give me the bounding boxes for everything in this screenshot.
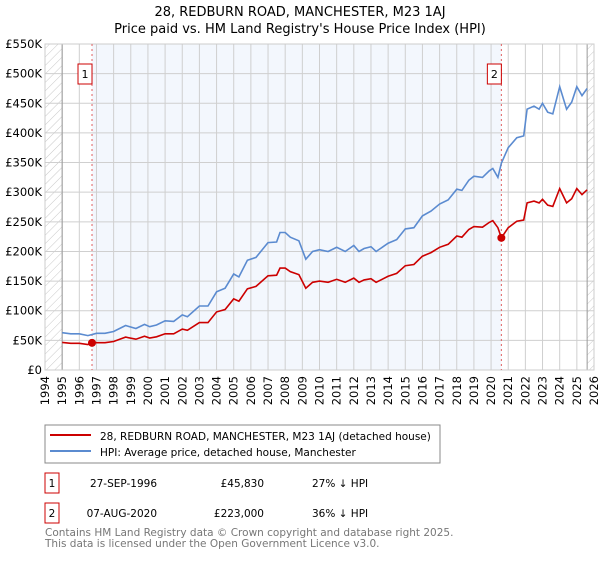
sales-table: 1 27-SEP-1996 £45,830 27% ↓ HPI 2 07-AUG-2020…: [44, 472, 368, 524]
legend: 28, REDBURN ROAD, MANCHESTER, M23 1AJ (d…: [44, 424, 441, 464]
x-tick-label: 1999: [124, 376, 138, 405]
x-tick-label: 1997: [89, 376, 103, 405]
plot-border: [44, 43, 595, 371]
x-tick-label: 2012: [347, 376, 361, 405]
x-tick-label: 2011: [330, 376, 344, 405]
y-tick-label: £250K: [5, 215, 42, 229]
y-tick-label: £100K: [5, 304, 42, 318]
table-row-price: £45,830: [221, 478, 264, 490]
legend-label-property: 28, REDBURN ROAD, MANCHESTER, M23 1AJ (d…: [100, 431, 431, 443]
x-tick-label: 2019: [467, 376, 481, 405]
x-tick-label: 2009: [295, 376, 309, 405]
sale-2-badge: [486, 63, 502, 85]
x-tick-label: 2017: [433, 376, 447, 405]
y-tick-label: £200K: [5, 244, 42, 258]
y-tick-label: £50K: [13, 333, 43, 347]
x-tick-label: 2021: [501, 376, 515, 405]
no-data-hatch-left: [45, 44, 63, 370]
x-tick-label: 2008: [278, 376, 292, 405]
x-tick-label: 2001: [158, 376, 172, 405]
ownership-period-shade: [92, 44, 502, 370]
x-tick-label: 2005: [227, 376, 241, 405]
y-tick-label: £450K: [5, 96, 42, 110]
table-row-marker: 2: [49, 508, 56, 520]
sale-1-point: [88, 338, 97, 347]
x-tick-label: 2020: [484, 376, 498, 405]
y-tick-label: £500K: [5, 67, 42, 81]
table-row-date: 07-AUG-2020: [87, 508, 157, 520]
legend-label-hpi: HPI: Average price, detached house, Manc…: [100, 447, 356, 459]
y-tick-label: £400K: [5, 126, 42, 140]
sale-2-badge-label: 2: [491, 68, 498, 81]
hpi-line: [62, 83, 588, 337]
x-tick-label: 2018: [450, 376, 464, 405]
footer-line-2: This data is licensed under the Open Gov…: [44, 538, 380, 550]
x-tick-label: 1994: [38, 376, 52, 405]
x-tick-label: 1995: [55, 376, 69, 405]
x-tick-label: 2000: [141, 376, 155, 405]
x-tick-label: 2022: [518, 376, 532, 405]
x-tick-label: 2006: [244, 376, 258, 405]
table-row-date: 27-SEP-1996: [90, 478, 157, 490]
sale-1-badge: [77, 63, 93, 85]
table-row-hpi-diff: 27% ↓ HPI: [312, 478, 368, 490]
x-tick-label: 2013: [364, 376, 378, 405]
table-row-marker: 1: [49, 478, 56, 490]
x-tick-label: 2025: [570, 376, 584, 405]
chart-title: 28, REDBURN ROAD, MANCHESTER, M23 1AJ: [154, 5, 445, 20]
x-tick-label: 2015: [398, 376, 412, 405]
x-tick-label: 2023: [536, 376, 550, 405]
x-tick-label: 2026: [587, 376, 600, 405]
y-tick-label: £0: [27, 363, 42, 377]
chart-subtitle: Price paid vs. HM Land Registry's House …: [114, 22, 486, 37]
x-tick-label: 2004: [210, 376, 224, 405]
x-tick-label: 2002: [175, 376, 189, 405]
x-tick-label: 2014: [381, 376, 395, 405]
x-tick-label: 2010: [313, 376, 327, 405]
sale-1-badge-label: 1: [82, 68, 89, 81]
sale-2-point: [497, 233, 506, 242]
y-tick-label: £150K: [5, 274, 42, 288]
x-tick-label: 1996: [72, 376, 86, 405]
table-row-price: £223,000: [214, 508, 264, 520]
table-row-hpi-diff: 36% ↓ HPI: [312, 508, 368, 520]
x-tick-label: 2024: [553, 376, 567, 405]
table-row-2-badge: [44, 502, 60, 524]
x-tick-label: 2007: [261, 376, 275, 405]
y-tick-label: £300K: [5, 185, 42, 199]
x-tick-label: 2003: [192, 376, 206, 405]
property-price-line: [62, 186, 588, 346]
no-data-hatch-right: [587, 44, 594, 370]
y-tick-label: £550K: [5, 37, 42, 51]
x-tick-label: 1998: [107, 376, 121, 405]
table-row-1-badge: [44, 472, 60, 494]
y-tick-label: £350K: [5, 156, 42, 170]
x-tick-label: 2016: [415, 376, 429, 405]
footer-line-1: Contains HM Land Registry data © Crown c…: [45, 527, 453, 539]
